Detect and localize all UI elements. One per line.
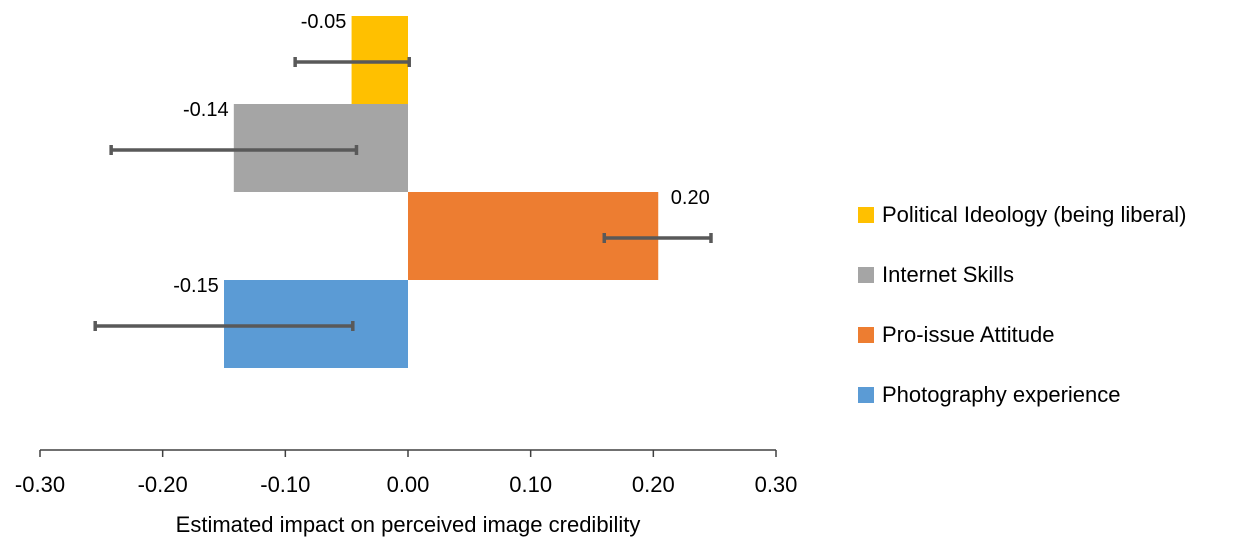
x-tick-label: 0.00: [387, 472, 430, 497]
x-tick-label: 0.30: [755, 472, 798, 497]
legend: Political Ideology (being liberal) Intern…: [858, 185, 1187, 425]
legend-item-political-ideology-being-liberal: Political Ideology (being liberal): [858, 185, 1187, 245]
legend-label: Political Ideology (being liberal): [882, 202, 1187, 227]
legend-item-internet-skills: Internet Skills: [858, 245, 1187, 305]
data-label-pro-issue-attitude: 0.20: [671, 187, 710, 209]
x-tick-label: 0.20: [632, 472, 675, 497]
legend-swatch: [858, 207, 874, 223]
bar-pro-issue-attitude: [408, 192, 659, 280]
x-axis-ticks: -0.30 -0.20 -0.10 0.00 0.10 0.20 0.30: [15, 450, 797, 497]
legend-swatch: [858, 267, 874, 283]
data-labels-layer: -0.05 -0.14 0.20 -0.15: [173, 11, 710, 297]
error-bar-internet-skills: [109, 145, 359, 155]
legend-item-pro-issue-attitude: Pro-issue Attitude: [858, 305, 1187, 365]
legend-swatch: [858, 387, 874, 403]
data-label-political-ideology-being-liberal: -0.05: [301, 11, 347, 33]
bar-political-ideology-being-liberal: [351, 16, 408, 104]
bar-photography-experience: [224, 280, 408, 368]
data-label-photography-experience: -0.15: [173, 275, 219, 297]
x-tick-label: -0.30: [15, 472, 65, 497]
bars-layer: [224, 16, 659, 368]
error-bar-political-ideology-being-liberal: [293, 57, 411, 67]
legend-item-photography-experience: Photography experience: [858, 365, 1187, 425]
x-axis-title: Estimated impact on perceived image cred…: [176, 512, 641, 537]
bar-internet-skills: [233, 104, 408, 192]
legend-swatch: [858, 327, 874, 343]
x-tick-label: -0.20: [138, 472, 188, 497]
legend-label: Pro-issue Attitude: [882, 322, 1055, 347]
error-bar-photography-experience: [93, 321, 355, 331]
data-label-internet-skills: -0.14: [183, 99, 229, 121]
error-bars-layer: [93, 57, 713, 331]
x-tick-label: -0.10: [260, 472, 310, 497]
legend-label: Photography experience: [882, 382, 1121, 407]
x-tick-label: 0.10: [509, 472, 552, 497]
error-bar-pro-issue-attitude: [602, 233, 713, 243]
legend-label: Internet Skills: [882, 262, 1015, 287]
